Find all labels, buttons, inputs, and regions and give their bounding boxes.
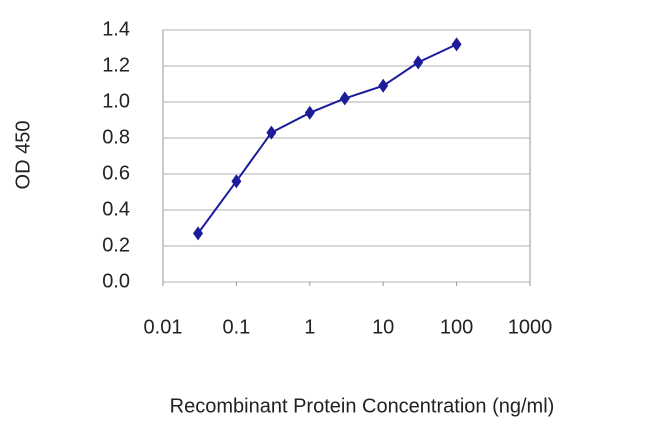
data-point: [339, 91, 350, 106]
data-point: [451, 37, 462, 52]
y-tick-label: 0.0: [102, 270, 130, 292]
y-tick-label: 0.4: [102, 198, 130, 220]
y-tick-label: 0.8: [102, 126, 130, 148]
data-point: [266, 125, 277, 140]
y-tick-label: 1.4: [102, 18, 130, 40]
x-tick-label: 0.1: [222, 316, 250, 338]
x-tick-label: 1: [304, 316, 315, 338]
y-tick-label: 0.2: [102, 234, 130, 256]
x-tick-label: 0.01: [144, 316, 183, 338]
data-point: [378, 78, 389, 93]
y-tick-label: 1.2: [102, 54, 130, 76]
y-tick-label: 0.6: [102, 162, 130, 184]
y-axis-title: OD 450: [12, 121, 34, 190]
x-axis-title: Recombinant Protein Concentration (ng/ml…: [170, 395, 555, 417]
x-tick-label: 1000: [508, 316, 553, 338]
data-line: [197, 43, 458, 234]
x-tick-label: 100: [440, 316, 473, 338]
data-point: [193, 226, 204, 241]
data-point: [304, 105, 315, 120]
x-tick-label: 10: [372, 316, 394, 338]
y-tick-label: 1.0: [102, 90, 130, 112]
data-point: [413, 55, 424, 70]
plot-area: [162, 29, 531, 283]
data-point: [231, 174, 242, 189]
